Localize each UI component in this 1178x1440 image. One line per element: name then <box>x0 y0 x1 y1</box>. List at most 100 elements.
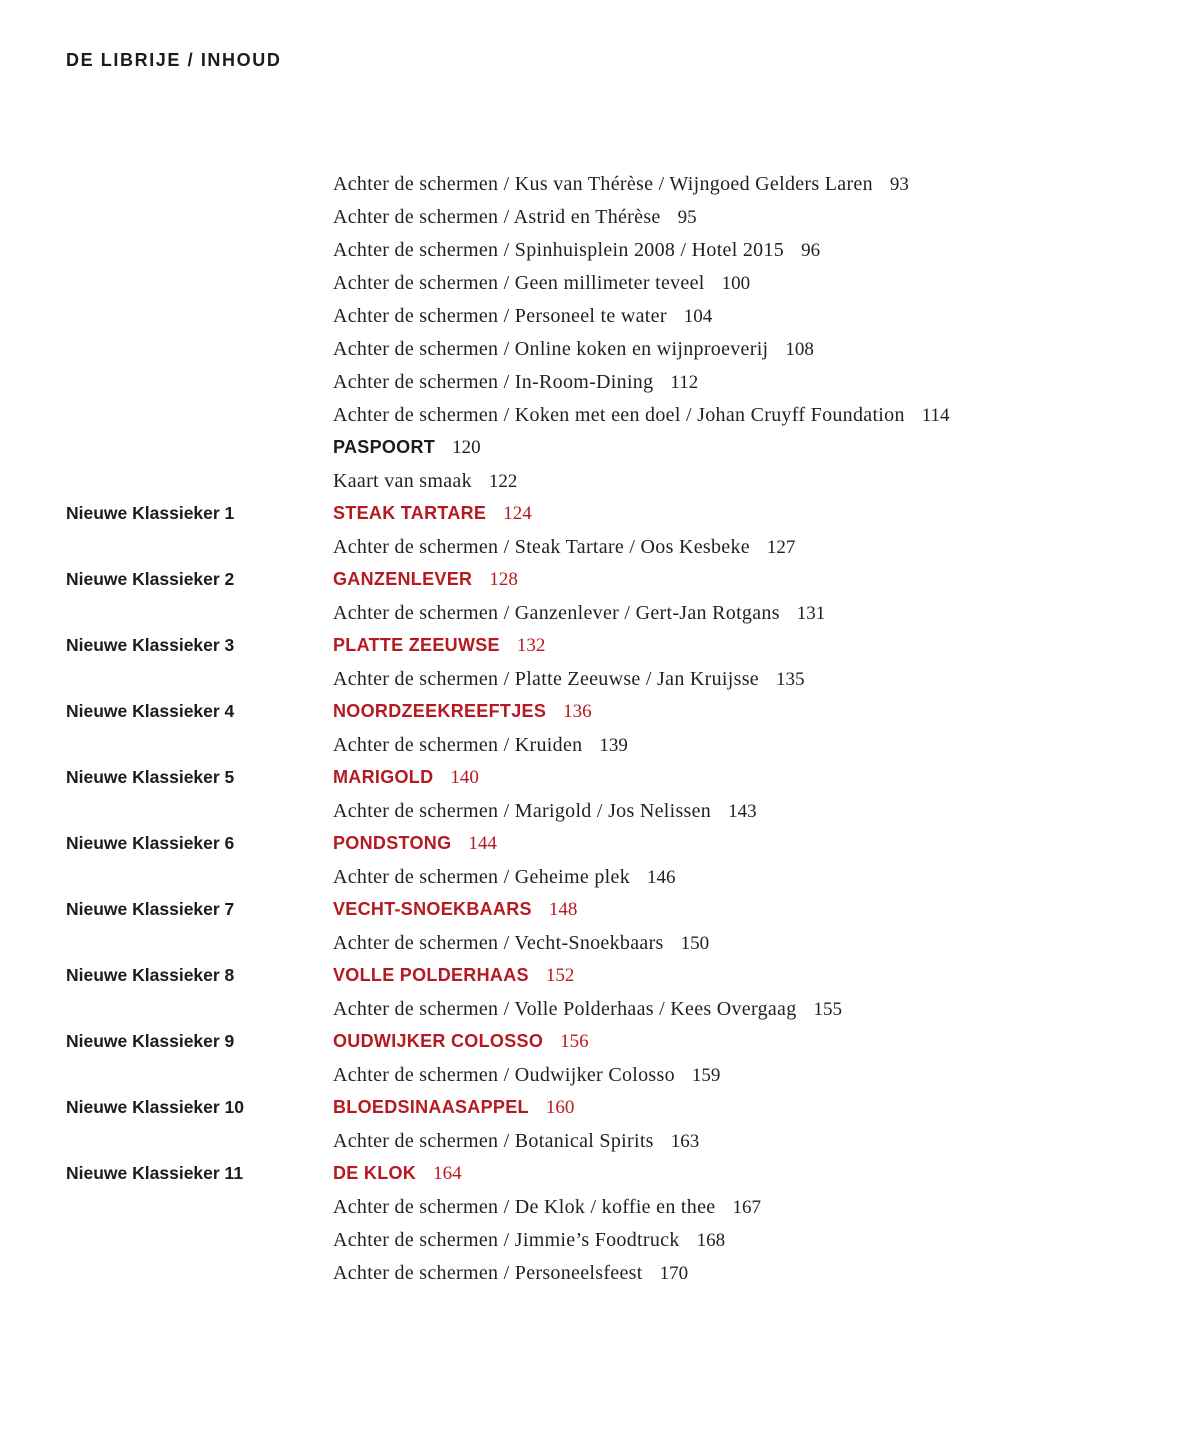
chapter-label: Nieuwe Klassieker 10 <box>66 1097 245 1117</box>
entry-page-number: 164 <box>433 1163 462 1184</box>
entry-title: Achter de schermen / Geheime plek <box>333 866 630 888</box>
entry-title: Achter de schermen / Steak Tartare / Oos… <box>333 536 750 558</box>
chapter-label: Nieuwe Klassieker 7 <box>66 899 235 919</box>
entry-title: Achter de schermen / Marigold / Jos Neli… <box>333 800 712 822</box>
entry-page-number: 152 <box>545 965 575 986</box>
entry-page-number: 96 <box>801 240 821 261</box>
toc-row: Nieuwe Klassieker 9 OUDWIJKER COLOSSO 156 <box>66 1031 1126 1064</box>
chapter-label: Nieuwe Klassieker 5 <box>66 767 235 787</box>
entry-page-number: 100 <box>721 273 751 294</box>
toc-row: Achter de schermen / Kruiden 139 <box>66 734 1126 767</box>
entry-page-number: 95 <box>677 207 697 228</box>
page-title: DE LIBRIJE / INHOUD <box>66 50 282 70</box>
toc-row: Nieuwe Klassieker 10 BLOEDSINAASAPPEL 160 <box>66 1097 1126 1130</box>
chapter-label: Nieuwe Klassieker 9 <box>66 1031 235 1051</box>
entry-page-number: 159 <box>691 1065 721 1086</box>
entry-page-number: 122 <box>488 471 518 492</box>
entry-page-number: 139 <box>599 735 628 756</box>
toc-row: Nieuwe Klassieker 7 VECHT-SNOEKBAARS 148 <box>66 899 1126 932</box>
entry-title: PONDSTONG <box>333 833 452 853</box>
entry-title: Achter de schermen / Personeel te water <box>333 305 667 327</box>
toc-row: Nieuwe Klassieker 4 NOORDZEEKREEFTJES 136 <box>66 701 1126 734</box>
toc-row: Achter de schermen / Astrid en Thérèse 95 <box>66 206 1126 239</box>
toc-row: Nieuwe Klassieker 11 DE KLOK 164 <box>66 1163 1126 1196</box>
toc-row: Achter de schermen / Online koken en wij… <box>66 338 1126 371</box>
entry-title: VECHT-SNOEKBAARS <box>333 899 532 919</box>
entry-title: Achter de schermen / Platte Zeeuwse / Ja… <box>333 668 759 690</box>
chapter-label: Nieuwe Klassieker 3 <box>66 635 235 655</box>
toc-row: Achter de schermen / Spinhuisplein 2008 … <box>66 239 1126 272</box>
entry-title: VOLLE POLDERHAAS <box>333 965 529 985</box>
entry-title: Achter de schermen / Koken met een doel … <box>333 404 905 426</box>
entry-page-number: 170 <box>659 1263 689 1284</box>
toc-row: Achter de schermen / Platte Zeeuwse / Ja… <box>66 668 1126 701</box>
entry-page-number: 104 <box>683 306 713 327</box>
toc-row: Nieuwe Klassieker 8 VOLLE POLDERHAAS 152 <box>66 965 1126 998</box>
entry-title: DE KLOK <box>333 1163 417 1183</box>
entry-title: PLATTE ZEEUWSE <box>333 635 500 655</box>
entry-page-number: 136 <box>563 701 592 722</box>
entry-page-number: 144 <box>468 833 497 854</box>
toc-row: Achter de schermen / Steak Tartare / Oos… <box>66 536 1126 569</box>
toc-row: Achter de schermen / Marigold / Jos Neli… <box>66 800 1126 833</box>
entry-page-number: 128 <box>489 569 518 590</box>
toc-row: Achter de schermen / Personeelsfeest 170 <box>66 1262 1126 1295</box>
toc-row: Achter de schermen / Botanical Spirits 16… <box>66 1130 1126 1163</box>
entry-title: Achter de schermen / Spinhuisplein 2008 … <box>333 239 785 261</box>
entry-title: Achter de schermen / Kus van Thérèse / W… <box>333 173 873 195</box>
entry-title: Kaart van smaak <box>333 470 472 492</box>
entry-page-number: 93 <box>889 174 909 195</box>
entry-title: Achter de schermen / Vecht-Snoekbaars <box>333 932 664 954</box>
entry-title: BLOEDSINAASAPPEL <box>333 1097 529 1117</box>
entry-page-number: 160 <box>545 1097 575 1118</box>
entry-page-number: 148 <box>548 899 578 920</box>
entry-page-number: 167 <box>732 1197 761 1218</box>
entry-page-number: 140 <box>450 767 479 788</box>
entry-page-number: 150 <box>680 933 710 954</box>
entry-title: Achter de schermen / Botanical Spirits <box>333 1130 654 1152</box>
toc-row: Nieuwe Klassieker 2 GANZENLEVER 128 <box>66 569 1126 602</box>
entry-page-number: 135 <box>775 669 805 690</box>
toc-row: Achter de schermen / Koken met een doel … <box>66 404 1126 437</box>
entry-page-number: 146 <box>647 867 676 888</box>
toc-row: Achter de schermen / Kus van Thérèse / W… <box>66 173 1126 206</box>
toc-row: Nieuwe Klassieker 6 PONDSTONG 144 <box>66 833 1126 866</box>
toc-row: Achter de schermen / Ganzenlever / Gert-… <box>66 602 1126 635</box>
chapter-label: Nieuwe Klassieker 6 <box>66 833 235 853</box>
toc-row: Achter de schermen / Jimmie’s Foodtruck 1… <box>66 1229 1126 1262</box>
entry-title: NOORDZEEKREEFTJES <box>333 701 547 721</box>
toc-row: Nieuwe Klassieker 1 STEAK TARTARE 124 <box>66 503 1126 536</box>
entry-page-number: 143 <box>728 801 757 822</box>
entry-title: Achter de schermen / Oudwijker Colosso <box>333 1064 675 1086</box>
entry-page-number: 124 <box>503 503 532 524</box>
entry-title: Achter de schermen / Online koken en wij… <box>333 338 769 360</box>
entry-page-number: 114 <box>921 405 950 426</box>
entry-title: OUDWIJKER COLOSSO <box>333 1031 544 1051</box>
toc-row: Nieuwe Klassieker 5 MARIGOLD 140 <box>66 767 1126 800</box>
entry-page-number: 163 <box>670 1131 700 1152</box>
entry-title: MARIGOLD <box>333 767 434 787</box>
entry-title: PASPOORT <box>333 437 436 457</box>
entry-page-number: 120 <box>452 437 481 458</box>
entry-title: Achter de schermen / Astrid en Thérèse <box>333 206 661 228</box>
entry-title: Achter de schermen / Ganzenlever / Gert-… <box>333 602 780 624</box>
toc-row: Achter de schermen / Personeel te water 1… <box>66 305 1126 338</box>
chapter-label: Nieuwe Klassieker 8 <box>66 965 235 985</box>
entry-title: STEAK TARTARE <box>333 503 487 523</box>
chapter-label: Nieuwe Klassieker 11 <box>66 1163 244 1183</box>
entry-page-number: 112 <box>670 372 699 393</box>
toc-row: Achter de schermen / Volle Polderhaas / … <box>66 998 1126 1031</box>
entry-title: Achter de schermen / Geen millimeter tev… <box>333 272 705 294</box>
entry-title: Achter de schermen / Volle Polderhaas / … <box>333 998 797 1020</box>
entry-page-number: 131 <box>796 603 826 624</box>
entry-title: Achter de schermen / De Klok / koffie en… <box>333 1196 716 1218</box>
toc-row: Achter de schermen / Vecht-Snoekbaars 150 <box>66 932 1126 965</box>
chapter-label: Nieuwe Klassieker 2 <box>66 569 235 589</box>
entry-title: Achter de schermen / In-Room-Dining <box>333 371 654 393</box>
entry-title: Achter de schermen / Personeelsfeest <box>333 1262 643 1284</box>
toc-list: Achter de schermen / Kus van Thérèse / W… <box>66 173 1126 1295</box>
toc-row: Nieuwe Klassieker 3 PLATTE ZEEUWSE 132 <box>66 635 1126 668</box>
entry-page-number: 168 <box>696 1230 726 1251</box>
toc-row: Achter de schermen / In-Room-Dining 112 <box>66 371 1126 404</box>
